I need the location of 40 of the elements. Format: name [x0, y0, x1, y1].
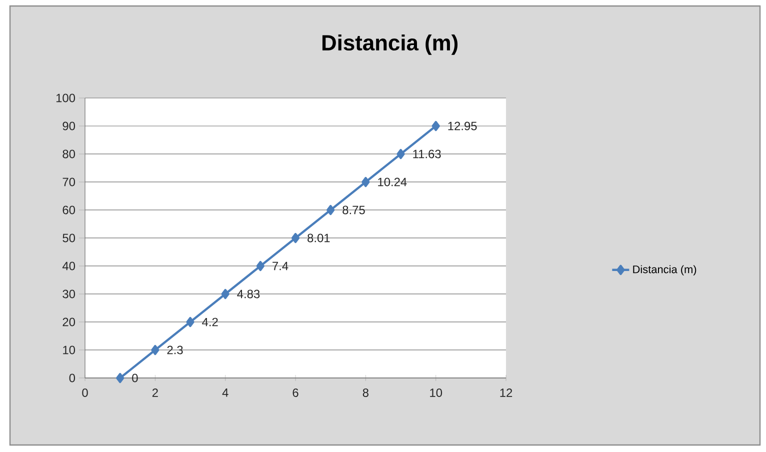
y-tick-label: 80	[62, 150, 76, 158]
x-tick-label: 10	[430, 388, 442, 397]
x-tick-label: 6	[292, 388, 298, 397]
point	[256, 260, 265, 272]
annotation: 7.4	[272, 262, 288, 270]
y-tick-label: 60	[62, 206, 76, 214]
x-tick-label: 8	[362, 388, 368, 397]
annotation: 4.83	[237, 290, 260, 298]
point	[396, 148, 405, 160]
point	[186, 316, 194, 328]
y-tick-label: 0	[69, 374, 76, 382]
annotation: 8.75	[342, 206, 365, 214]
y-tick-label: 10	[63, 346, 76, 354]
annotation: 4.2	[202, 318, 218, 326]
y-tick-label: 50	[62, 234, 76, 242]
legend-label: Distancia (m)	[633, 265, 696, 276]
y-tick-label: 20	[62, 318, 76, 326]
point	[362, 176, 370, 188]
y-tick-label: 40	[62, 262, 76, 270]
x-tick-label: 0	[82, 388, 88, 397]
annotation: 10.24	[378, 178, 407, 186]
y-tick-label: 100	[56, 94, 76, 102]
point	[432, 120, 440, 132]
annotation: 12.95	[448, 122, 477, 130]
annotation: 11.63	[413, 150, 441, 158]
y-tick-label: 90	[62, 122, 76, 130]
point	[116, 372, 124, 384]
y-tick-label: 30	[62, 290, 76, 298]
annotation: 8.01	[308, 234, 330, 242]
x-tick-label: 12	[500, 388, 512, 397]
x-tick-label: 4	[222, 388, 228, 397]
annotation: 0	[132, 374, 138, 382]
annotation: 2.3	[167, 346, 183, 354]
x-tick-label: 2	[152, 388, 158, 397]
point	[151, 344, 160, 356]
chart-title: Distancia (m)	[322, 34, 458, 55]
y-tick-label: 70	[62, 178, 76, 186]
point	[221, 288, 230, 300]
point	[291, 232, 300, 244]
point	[326, 204, 335, 216]
